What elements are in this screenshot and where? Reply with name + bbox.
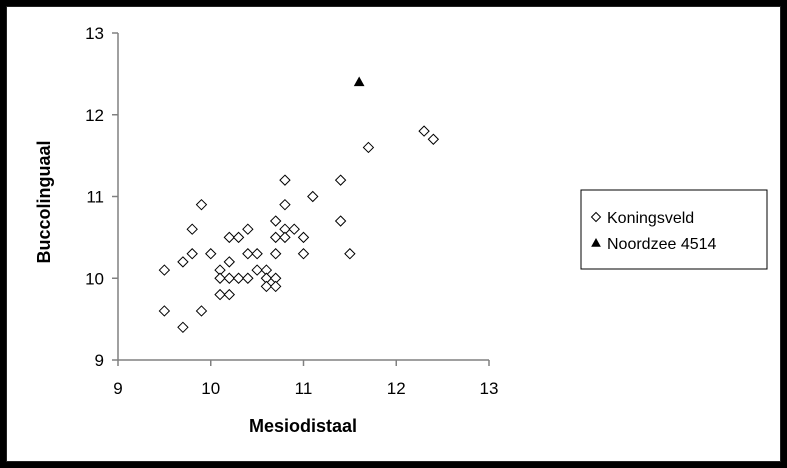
- data-point-koningsveld: [288, 223, 300, 235]
- data-point-koningsveld: [223, 256, 236, 268]
- legend-label: Noordzee 4514: [607, 236, 717, 253]
- chart-frame: 9 10 11 12 13 9 10 11 12 13 Mesiodistaal Buccoli…: [6, 6, 781, 462]
- data-point-koningsveld: [427, 133, 440, 145]
- x-tick-label: 12: [387, 379, 406, 398]
- data-point-koningsveld: [223, 231, 236, 244]
- axes: [117, 33, 489, 361]
- x-axis-title: Mesiodistaal: [249, 416, 357, 436]
- x-tick-label: 13: [480, 379, 499, 398]
- data-point-koningsveld: [362, 141, 375, 154]
- data-point-noordzee: [353, 76, 365, 87]
- data-point-koningsveld: [177, 256, 189, 268]
- data-point-koningsveld: [269, 248, 282, 260]
- scatter-chart: 9 10 11 12 13 9 10 11 12 13 Mesiodistaal Buccoli…: [34, 24, 768, 436]
- y-tick-label: 10: [85, 269, 104, 288]
- data-point-koningsveld: [242, 272, 254, 284]
- data-point-koningsveld: [242, 248, 254, 260]
- legend: Koningsveld Noordzee 4514: [580, 189, 768, 270]
- x-tick-label: 11: [295, 379, 313, 398]
- data-point-koningsveld: [186, 223, 198, 235]
- x-tick-label: 9: [113, 379, 122, 398]
- data-point-koningsveld: [177, 321, 189, 334]
- data-point-koningsveld: [186, 248, 198, 260]
- data-point-koningsveld: [334, 174, 347, 186]
- y-tick-label: 9: [95, 351, 104, 370]
- data-points: [158, 76, 440, 334]
- data-point-koningsveld: [418, 125, 430, 137]
- legend-box: [580, 189, 768, 270]
- data-point-koningsveld: [279, 231, 291, 244]
- data-point-koningsveld: [195, 198, 208, 211]
- data-point-koningsveld: [269, 215, 282, 227]
- y-axis-ticks: 9 10 11 12 13: [85, 24, 118, 370]
- data-point-koningsveld: [232, 231, 245, 244]
- x-axis-ticks: 9 10 11 12 13: [113, 360, 498, 398]
- y-tick-label: 12: [85, 106, 104, 125]
- y-tick-label: 11: [86, 188, 104, 207]
- data-point-koningsveld: [158, 264, 171, 276]
- data-point-koningsveld: [251, 248, 263, 260]
- x-tick-label: 10: [201, 379, 220, 398]
- legend-marker-diamond: [590, 211, 602, 223]
- data-point-koningsveld: [269, 231, 282, 244]
- data-point-koningsveld: [195, 305, 208, 317]
- legend-label: Koningsveld: [607, 210, 694, 227]
- data-point-koningsveld: [223, 288, 236, 301]
- data-point-koningsveld: [279, 198, 291, 211]
- data-point-koningsveld: [158, 305, 171, 317]
- data-point-koningsveld: [297, 231, 310, 244]
- y-axis-title: Buccolinguaal: [34, 140, 54, 263]
- data-point-koningsveld: [334, 215, 347, 227]
- data-point-koningsveld: [214, 288, 226, 301]
- legend-marker-triangle: [591, 237, 601, 247]
- data-point-koningsveld: [205, 248, 217, 260]
- data-point-koningsveld: [279, 174, 291, 186]
- data-point-koningsveld: [269, 280, 282, 293]
- data-point-koningsveld: [223, 272, 236, 284]
- data-point-koningsveld: [242, 223, 254, 235]
- data-point-koningsveld: [297, 248, 310, 260]
- data-point-koningsveld: [344, 248, 356, 260]
- data-point-koningsveld: [232, 272, 245, 284]
- data-point-koningsveld: [214, 272, 226, 284]
- data-point-koningsveld: [251, 264, 263, 276]
- data-point-koningsveld: [307, 190, 319, 203]
- y-tick-label: 13: [85, 24, 104, 43]
- data-point-koningsveld: [260, 280, 273, 293]
- legend-entries: Koningsveld Noordzee 4514: [590, 210, 717, 253]
